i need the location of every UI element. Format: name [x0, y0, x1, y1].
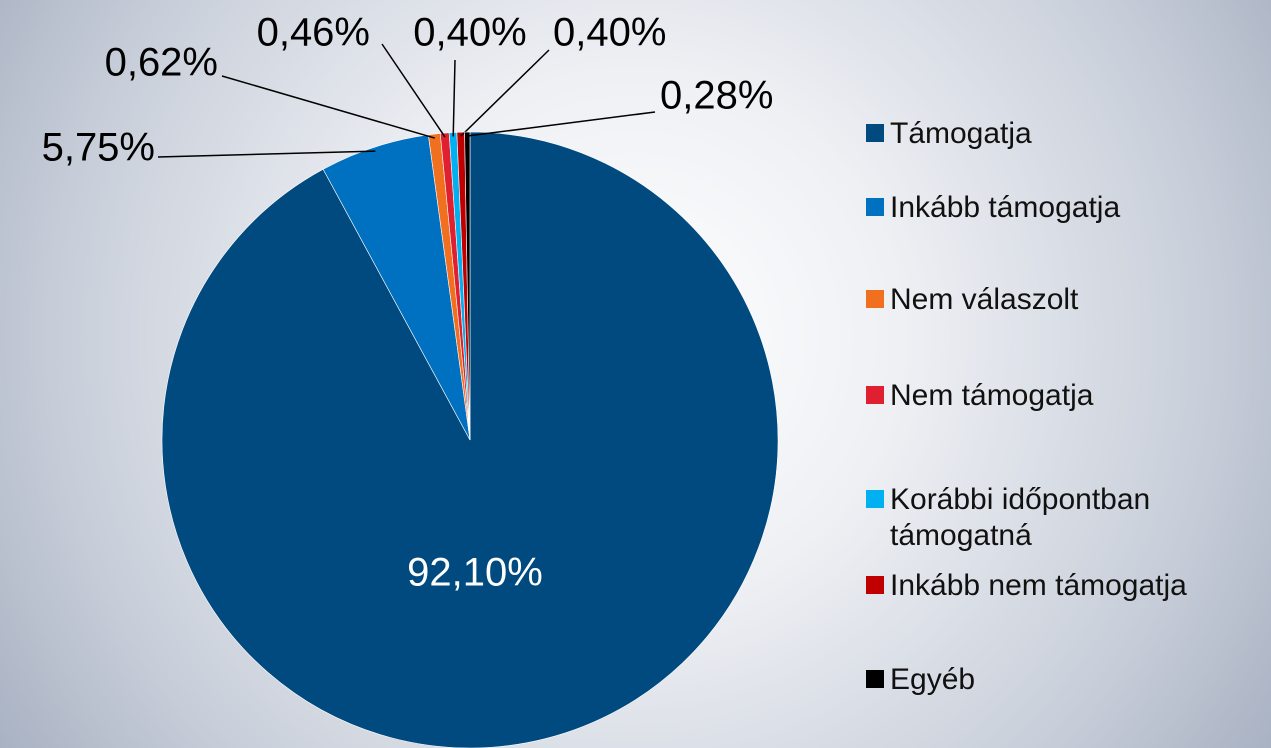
- legend-swatch: [866, 576, 884, 594]
- legend-item: Támogatja: [866, 116, 1032, 152]
- data-label: 0,40%: [553, 11, 666, 55]
- data-label: 0,28%: [660, 74, 773, 118]
- legend-swatch: [866, 290, 884, 308]
- leader-line: [460, 49, 550, 137]
- legend-label: Inkább nem támogatja: [890, 569, 1187, 602]
- legend-item: Korábbi időpontban támogatná: [866, 482, 1262, 554]
- data-label: 92,10%: [407, 551, 543, 595]
- data-label: 0,62%: [105, 41, 218, 85]
- legend-label: Korábbi időpontban támogatná: [890, 483, 1151, 552]
- legend-item: Nem támogatja: [866, 378, 1093, 414]
- leader-line: [452, 59, 456, 137]
- leader-line: [157, 150, 376, 158]
- legend-label: Nem támogatja: [890, 379, 1094, 412]
- legend-item: Inkább nem támogatja: [866, 568, 1187, 604]
- leader-line: [381, 43, 446, 138]
- legend-item: Egyéb: [866, 662, 975, 698]
- legend-swatch: [866, 386, 884, 404]
- data-label: 5,75%: [42, 126, 155, 170]
- legend-label: Nem válaszolt: [890, 283, 1079, 316]
- legend-swatch: [866, 670, 884, 688]
- leader-line: [221, 75, 435, 139]
- legend-item: Inkább támogatja: [866, 190, 1120, 226]
- legend-label: Inkább támogatja: [890, 191, 1121, 224]
- legend-label: Egyéb: [890, 663, 976, 696]
- legend-swatch: [866, 490, 884, 508]
- legend-label: Támogatja: [890, 117, 1032, 150]
- legend-swatch: [866, 198, 884, 216]
- legend-item: Nem válaszolt: [866, 282, 1078, 318]
- data-label: 0,46%: [257, 11, 370, 55]
- leader-line: [467, 111, 656, 137]
- pie-slice: [464, 131, 471, 441]
- legend-swatch: [866, 124, 884, 142]
- data-label: 0,40%: [413, 11, 526, 55]
